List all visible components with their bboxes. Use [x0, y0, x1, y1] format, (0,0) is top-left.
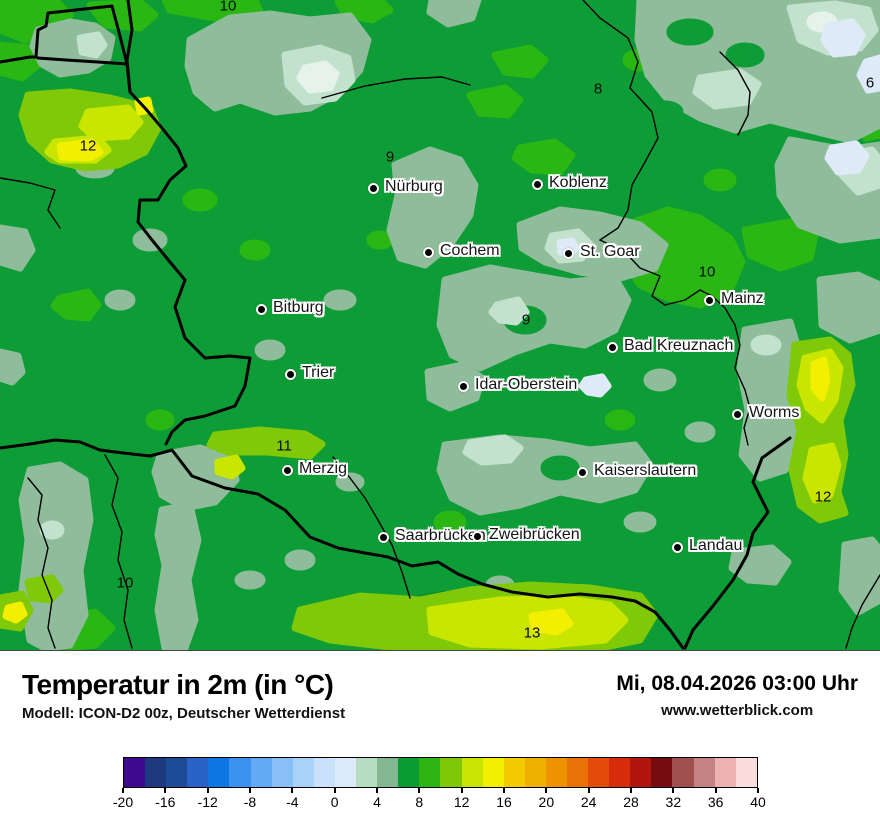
colorbar-segment — [419, 758, 441, 787]
colorbar-tick-label: -4 — [286, 794, 299, 810]
colorbar-ticks: -20 -16 -12 -8 -4 0 4 8 12 16 20 24 28 32 36 40 — [113, 788, 766, 814]
colorbar-segment — [482, 758, 504, 787]
colorbar-segment — [292, 758, 314, 787]
colorbar-tick-label: -16 — [155, 794, 176, 810]
model-info: Modell: ICON-D2 00z, Deutscher Wetterdie… — [22, 705, 346, 722]
colorbar-segment — [693, 758, 715, 787]
colorbar-segment — [187, 758, 209, 787]
colorbar-segment — [440, 758, 462, 787]
colorbar-segment — [229, 758, 251, 787]
colorbar-tick — [672, 788, 675, 793]
colorbar-tick-label: 20 — [538, 794, 555, 810]
temperature-colorbar — [123, 757, 758, 788]
colorbar-tick — [630, 788, 632, 793]
colorbar-segment — [334, 758, 357, 787]
map-canvas — [0, 0, 880, 650]
colorbar-segment — [145, 758, 167, 787]
colorbar-segment — [672, 758, 694, 787]
colorbar-segment — [208, 758, 230, 787]
colorbar-segment — [271, 758, 293, 787]
colorbar-segment — [124, 758, 146, 787]
colorbar-tick — [757, 788, 759, 793]
colorbar-tick — [545, 788, 548, 793]
colorbar-tick-label: 32 — [665, 794, 682, 810]
colorbar-segment — [313, 758, 335, 787]
pale-blue-patches — [556, 18, 880, 398]
colorbar-segment — [250, 758, 272, 787]
colorbar-segment — [503, 758, 525, 787]
colorbar-tick-label: -12 — [197, 794, 218, 810]
colorbar-tick — [587, 788, 590, 793]
colorbar-segment — [524, 758, 546, 787]
colorbar-segment — [609, 758, 631, 787]
colorbar-tick — [333, 788, 336, 793]
colorbar-tick — [503, 788, 505, 793]
colorbar-tick — [418, 788, 421, 793]
colorbar-tick-label: 0 — [330, 794, 339, 810]
colorbar-tick-label: -20 — [112, 794, 134, 810]
colorbar-segment — [588, 758, 610, 787]
colorbar-tick-label: 4 — [373, 794, 381, 810]
yellow-green-patches — [44, 104, 844, 650]
page-title: Temperatur in 2m (in °C) — [22, 669, 334, 700]
colorbar-tick — [122, 788, 124, 793]
colorbar-tick-label: 40 — [750, 794, 766, 810]
colorbar-segment — [356, 758, 378, 787]
colorbar-segment — [545, 758, 567, 787]
colorbar-segment — [377, 758, 399, 787]
colorbar-tick-label: 8 — [415, 794, 424, 810]
colorbar-tick-label: 36 — [707, 794, 724, 810]
colorbar-tick — [164, 788, 167, 793]
colorbar-tick — [291, 788, 294, 793]
colorbar-tick-label: 28 — [623, 794, 639, 810]
colorbar-tick-label: 12 — [453, 794, 470, 810]
website-url: www.wetterblick.com — [661, 702, 814, 719]
colorbar-tick — [249, 788, 251, 793]
colorbar-segment — [630, 758, 652, 787]
header-right-block: Mi, 08.04.2026 03:00 Uhr www.wetterblick… — [616, 672, 858, 719]
colorbar-segment — [461, 758, 483, 787]
colorbar-tick — [376, 788, 378, 793]
colorbar-tick-label: 24 — [580, 794, 597, 810]
colorbar-segment — [566, 758, 589, 787]
country-borders — [0, 0, 792, 650]
colorbar-tick-label: -8 — [243, 794, 257, 810]
colorbar-segment — [714, 758, 736, 787]
temperature-map: Nürburg Koblenz Cochem St. Goar Bitburg Mainz… — [0, 0, 880, 651]
colorbar-segment — [398, 758, 420, 787]
district-borders — [0, 0, 880, 649]
colorbar-segment — [651, 758, 673, 787]
colorbar-tick — [460, 788, 463, 793]
colorbar-tick — [206, 788, 209, 793]
colorbar-tick — [714, 788, 717, 793]
colorbar-segment — [166, 758, 188, 787]
colorbar-segment — [735, 758, 757, 787]
colorbar-tick-label: 16 — [496, 794, 512, 810]
forecast-datetime: Mi, 08.04.2026 03:00 Uhr — [616, 672, 858, 695]
